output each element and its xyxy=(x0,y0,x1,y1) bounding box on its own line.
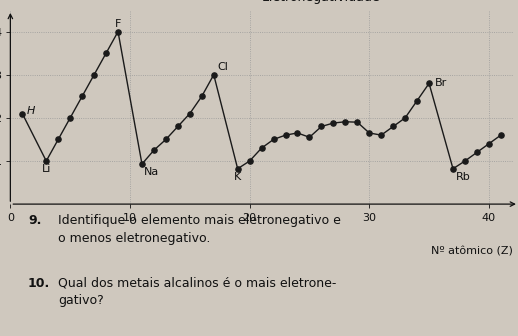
Point xyxy=(138,161,146,167)
Point xyxy=(257,145,266,151)
Point xyxy=(281,132,290,138)
Point xyxy=(78,94,87,99)
Text: 10.: 10. xyxy=(28,277,50,290)
Point xyxy=(246,158,254,164)
Text: Cl: Cl xyxy=(218,62,228,72)
Point xyxy=(329,120,338,126)
Point xyxy=(174,124,182,129)
Text: Li: Li xyxy=(41,164,51,174)
Point xyxy=(305,135,313,140)
Point xyxy=(102,50,110,56)
Text: F: F xyxy=(115,18,121,29)
Point xyxy=(413,98,421,103)
Point xyxy=(341,119,350,124)
Text: Identifique o elemento mais eletronegativo e
o menos eletronegativo.: Identifique o elemento mais eletronegati… xyxy=(58,214,341,245)
Point xyxy=(269,137,278,142)
Text: 9.: 9. xyxy=(28,214,41,227)
Point xyxy=(198,94,206,99)
Text: Br: Br xyxy=(435,78,448,88)
Text: Eletronegatividade: Eletronegatividade xyxy=(262,0,380,4)
Point xyxy=(42,158,50,164)
Point xyxy=(473,150,481,155)
Point xyxy=(365,130,373,136)
Text: Nº atômico (Z): Nº atômico (Z) xyxy=(431,247,513,257)
Point xyxy=(114,29,122,34)
Point xyxy=(377,132,385,138)
Point xyxy=(18,111,26,116)
Point xyxy=(54,137,62,142)
Point xyxy=(485,141,493,146)
Point xyxy=(210,72,218,77)
Point xyxy=(234,166,242,171)
Text: Qual dos metais alcalinos é o mais eletrone-
gativo?: Qual dos metais alcalinos é o mais eletr… xyxy=(58,277,337,307)
Point xyxy=(353,120,362,125)
Point xyxy=(401,115,409,121)
Text: Rb: Rb xyxy=(455,172,470,182)
Point xyxy=(497,132,505,138)
Text: K: K xyxy=(234,172,241,182)
Point xyxy=(425,81,433,86)
Text: H: H xyxy=(27,107,36,116)
Point xyxy=(162,137,170,142)
Point xyxy=(461,158,469,164)
Point xyxy=(449,166,457,171)
Point xyxy=(389,124,397,129)
Point xyxy=(90,72,98,77)
Point xyxy=(293,130,301,136)
Point xyxy=(150,148,158,153)
Point xyxy=(317,124,325,129)
Point xyxy=(66,115,74,121)
Text: Na: Na xyxy=(145,167,160,177)
Point xyxy=(185,111,194,116)
